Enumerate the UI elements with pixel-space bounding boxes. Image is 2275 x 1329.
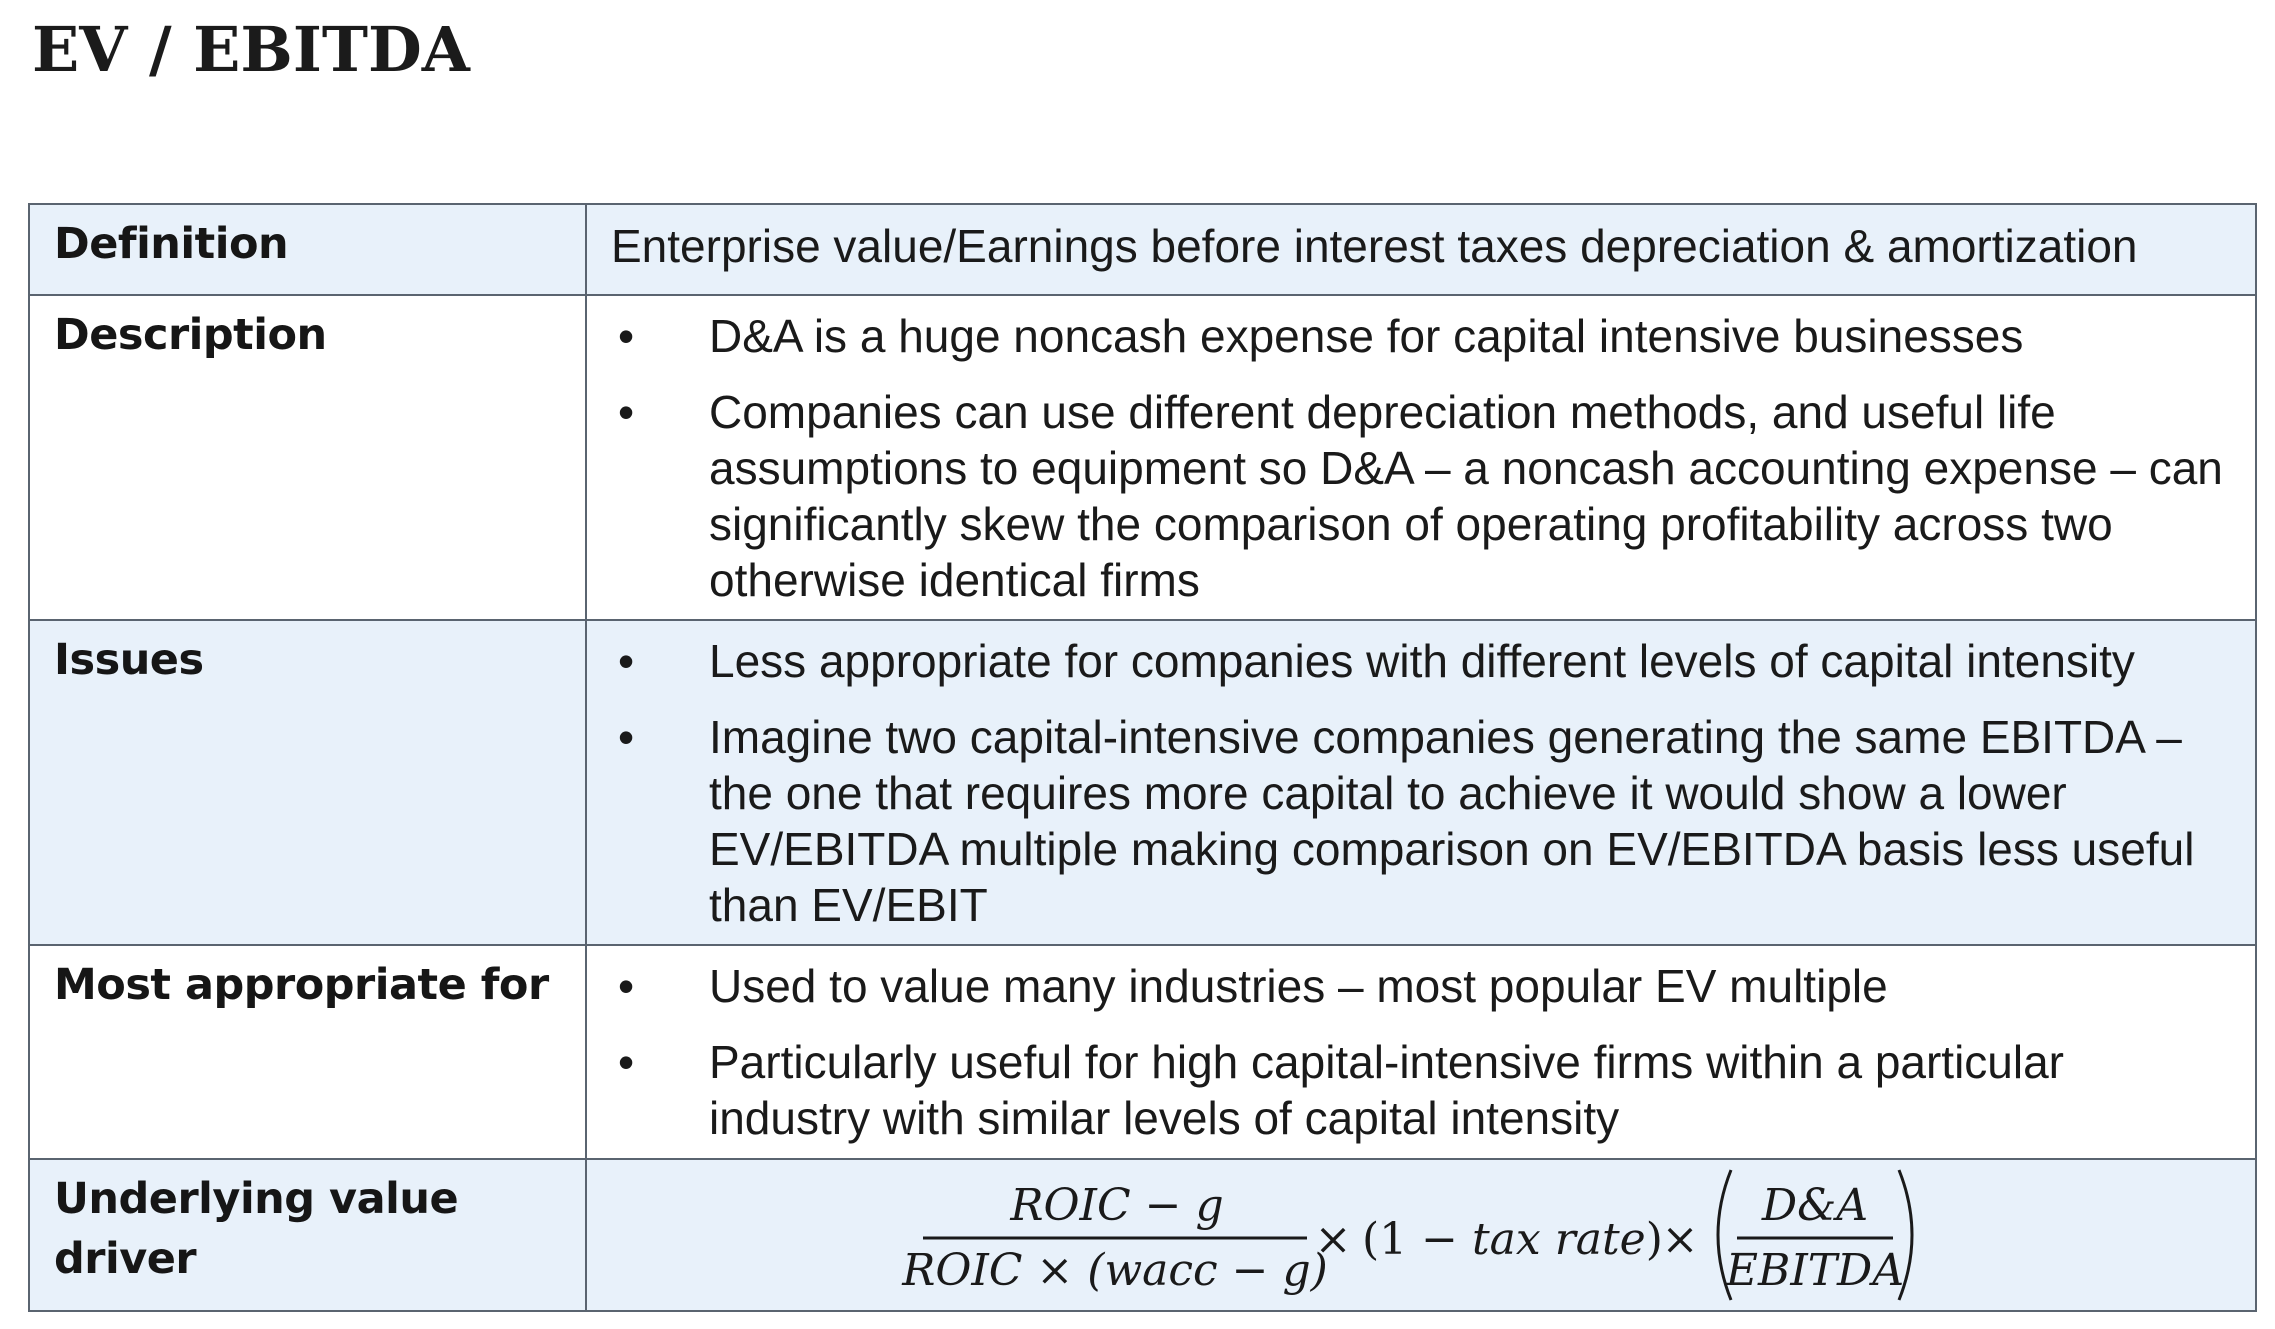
fraction2-denominator: EBITDA: [1725, 1245, 1904, 1296]
formula-svg: ROIC − g ROIC × (wacc − g) × (1 − tax ra…: [901, 1169, 1914, 1301]
middle-open: (1 −: [1362, 1214, 1472, 1265]
list-item: • Used to value many industries – most po…: [587, 958, 2225, 1014]
bullet-icon: •: [617, 1036, 635, 1088]
description-row: Description • D&A is a huge noncash expen…: [28, 294, 2257, 621]
list-item: • Particularly useful for high capital-in…: [587, 1034, 2225, 1146]
description-value-cell: • D&A is a huge noncash expense for capit…: [585, 294, 2257, 621]
bullet-text: D&A is a huge noncash expense for capita…: [709, 310, 2024, 362]
bullet-text: Used to value many industries – most pop…: [709, 960, 1888, 1012]
bullet-text: Companies can use different depreciation…: [709, 386, 2223, 606]
bullet-icon: •: [617, 310, 635, 362]
fraction1-numerator: ROIC − g: [1009, 1180, 1223, 1231]
fraction1-denominator: ROIC × (wacc − g): [901, 1245, 1328, 1296]
multiply-sign-2: ×: [1662, 1214, 1699, 1265]
definition-label: Definition: [54, 219, 289, 269]
description-label-cell: Description: [28, 294, 587, 621]
issues-label-cell: Issues: [28, 619, 587, 946]
definition-text: Enterprise value/Earnings before interes…: [611, 220, 2138, 272]
right-paren-icon: [1897, 1169, 1914, 1301]
issues-label: Issues: [54, 635, 204, 685]
bullet-icon: •: [617, 386, 635, 438]
bullet-icon: •: [617, 635, 635, 687]
middle-var: tax rate: [1472, 1214, 1646, 1265]
bullet-icon: •: [617, 960, 635, 1012]
page-title: EV / EBITDA: [32, 13, 470, 86]
most-appropriate-row: Most appropriate for • Used to value many…: [28, 944, 2257, 1160]
most-appropriate-label-cell: Most appropriate for: [28, 944, 587, 1160]
most-appropriate-bullet-list: • Used to value many industries – most po…: [587, 946, 2255, 1156]
list-item: • D&A is a huge noncash expense for capit…: [587, 308, 2225, 364]
list-item: • Less appropriate for companies with dif…: [587, 633, 2225, 689]
issues-row: Issues • Less appropriate for companies w…: [28, 619, 2257, 946]
value-driver-formula: ROIC − g ROIC × (wacc − g) × (1 − tax ra…: [587, 1160, 2255, 1310]
definition-value-cell: Enterprise value/Earnings before interes…: [585, 203, 2257, 296]
list-item: • Companies can use different depreciatio…: [587, 384, 2225, 608]
definition-row: Definition Enterprise value/Earnings bef…: [28, 203, 2257, 296]
bullet-text: Less appropriate for companies with diff…: [709, 635, 2135, 687]
definition-label-cell: Definition: [28, 203, 587, 296]
middle-close: ): [1646, 1214, 1663, 1265]
value-driver-row: Underlying value driver ROIC − g ROIC × …: [28, 1158, 2257, 1312]
value-driver-label: Underlying value driver: [54, 1174, 459, 1284]
bullet-icon: •: [617, 711, 635, 763]
description-bullet-list: • D&A is a huge noncash expense for capit…: [587, 296, 2255, 618]
issues-bullet-list: • Less appropriate for companies with dif…: [587, 621, 2255, 943]
value-driver-label-cell: Underlying value driver: [28, 1158, 587, 1312]
ev-ebitda-table: Definition Enterprise value/Earnings bef…: [28, 203, 2257, 1312]
multiply-sign-1: ×: [1315, 1214, 1352, 1265]
left-paren-icon: [1716, 1169, 1733, 1301]
fraction2-numerator: D&A: [1761, 1180, 1868, 1231]
most-appropriate-value-cell: • Used to value many industries – most po…: [585, 944, 2257, 1160]
bullet-text: Imagine two capital-intensive companies …: [709, 711, 2195, 931]
bullet-text: Particularly useful for high capital-int…: [709, 1036, 2065, 1144]
description-label: Description: [54, 310, 327, 360]
list-item: • Imagine two capital-intensive companies…: [587, 709, 2225, 933]
middle-term: (1 − tax rate): [1362, 1214, 1663, 1265]
value-driver-value-cell: ROIC − g ROIC × (wacc − g) × (1 − tax ra…: [585, 1158, 2257, 1312]
issues-value-cell: • Less appropriate for companies with dif…: [585, 619, 2257, 946]
most-appropriate-label: Most appropriate for: [54, 960, 549, 1010]
